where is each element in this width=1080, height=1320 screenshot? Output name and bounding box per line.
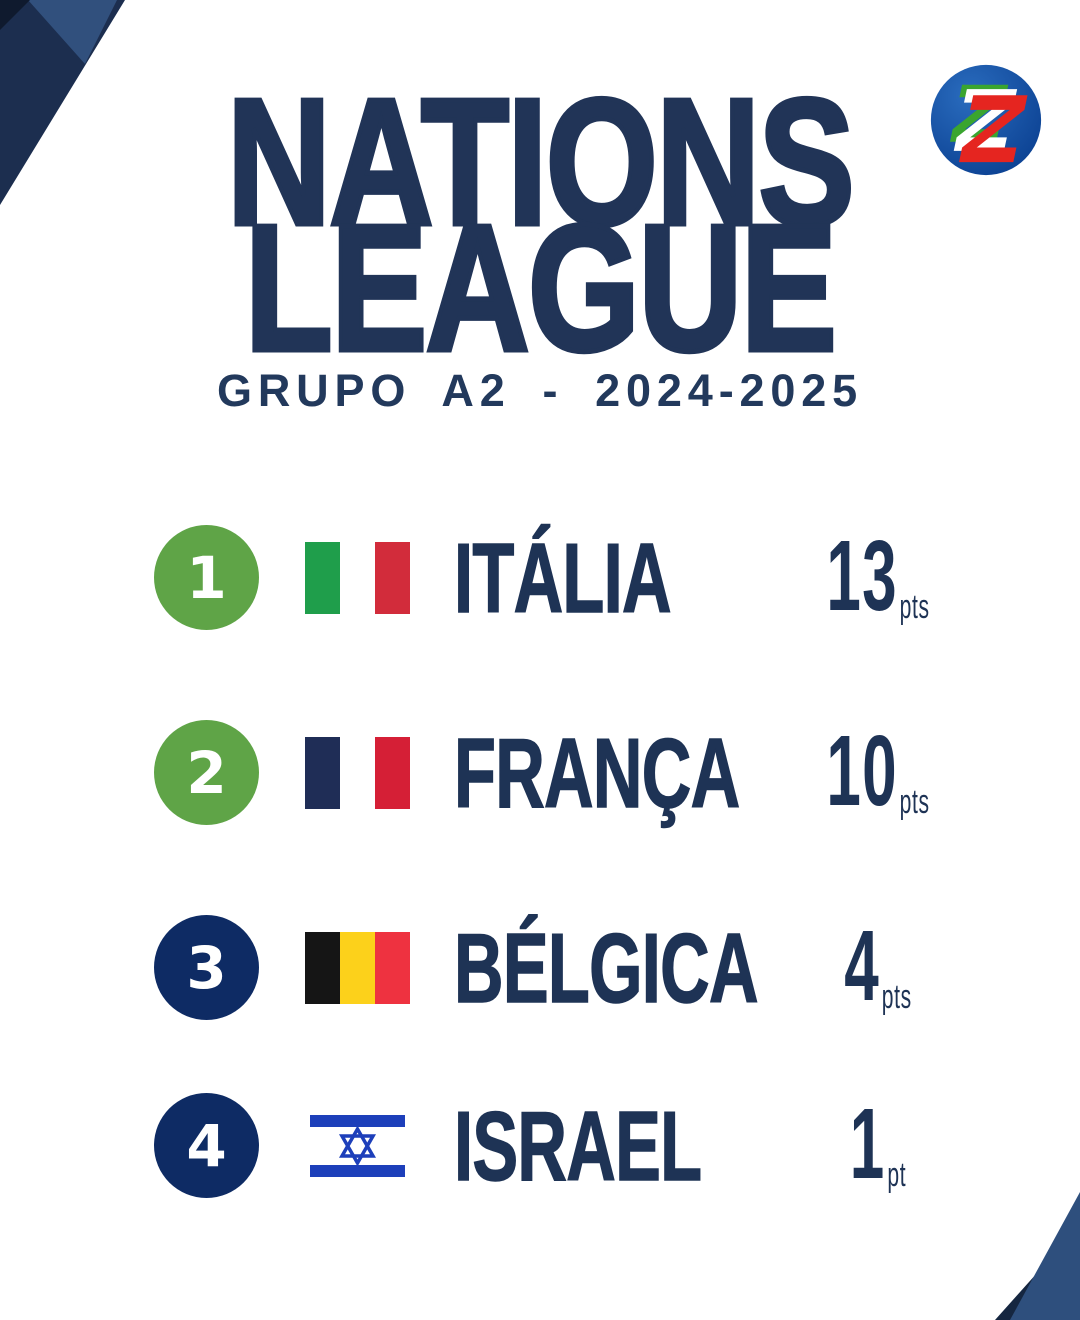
- team-name: ITÁLIA: [453, 522, 672, 633]
- corner-decoration-bottom-right: [980, 1185, 1080, 1320]
- points-number: 4: [844, 910, 880, 1022]
- team-name: FRANÇA: [453, 717, 740, 828]
- zz-logo-icon: [928, 62, 1044, 178]
- rank-number: 4: [186, 1111, 227, 1180]
- points-value: 4 pts: [810, 910, 946, 1022]
- points-number: 13: [826, 520, 898, 632]
- corner-decoration-top-left: [0, 0, 130, 210]
- points-number: 10: [826, 715, 898, 827]
- flag-italy-icon: [305, 541, 410, 614]
- rank-badge: 1: [154, 525, 259, 630]
- points-value: 13 pts: [810, 520, 946, 632]
- rank-badge: 3: [154, 915, 259, 1020]
- points-suffix: pts: [881, 978, 912, 1016]
- points-suffix: pts: [899, 783, 930, 821]
- standing-row-italy: 1 ITÁLIA 13 pts: [154, 525, 994, 630]
- points-value: 10 pts: [810, 715, 946, 827]
- flag-belgium-icon: [305, 931, 410, 1004]
- points-suffix: pts: [899, 588, 930, 626]
- team-name: BÉLGICA: [453, 912, 759, 1023]
- rank-number: 2: [186, 738, 227, 807]
- flag-france-icon: [305, 736, 410, 809]
- page-title: NATIONS LEAGUE: [0, 62, 1080, 389]
- rank-number: 1: [186, 543, 227, 612]
- rank-badge: 2: [154, 720, 259, 825]
- flag-israel-icon: [305, 1101, 410, 1190]
- points-number: 1: [849, 1088, 886, 1200]
- team-name: ISRAEL: [453, 1090, 702, 1201]
- points-value: 1 pt: [810, 1088, 946, 1200]
- standing-row-belgium: 3 BÉLGICA 4 pts: [154, 915, 994, 1020]
- group-subtitle: GRUPO A2 - 2024-2025: [216, 365, 864, 416]
- rank-badge: 4: [154, 1093, 259, 1198]
- standing-row-israel: 4 ISRAEL 1 pt: [154, 1093, 994, 1198]
- points-suffix: pt: [887, 1156, 907, 1194]
- rank-number: 3: [186, 933, 227, 1002]
- standing-row-france: 2 FRANÇA 10 pts: [154, 720, 994, 825]
- title-line-1: NATIONS: [225, 62, 857, 263]
- title-line-2: LEAGUE: [243, 188, 839, 389]
